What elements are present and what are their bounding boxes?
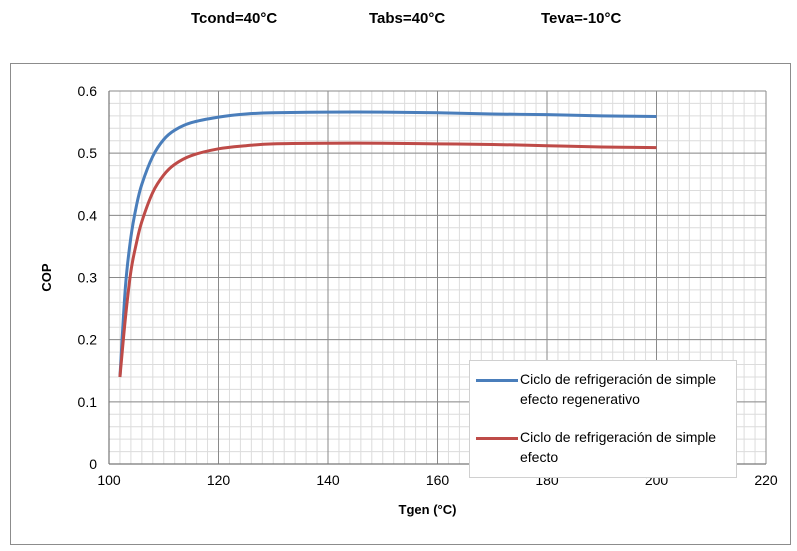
y-tick-label: 0.3 bbox=[78, 270, 98, 286]
legend-label-regenerativo: Ciclo de refrigeración de simple efecto … bbox=[520, 371, 717, 407]
y-tick-label: 0.6 bbox=[78, 83, 98, 99]
x-tick-label: 160 bbox=[426, 472, 450, 488]
legend-swatch-simple bbox=[476, 437, 518, 440]
y-tick-label: 0.2 bbox=[78, 332, 98, 348]
y-axis-title: COP bbox=[39, 263, 54, 292]
legend-swatch-regenerativo bbox=[476, 379, 518, 382]
y-tick-label: 0.5 bbox=[78, 145, 98, 161]
header-teva: Teva=-10°C bbox=[541, 10, 622, 27]
chart-area: 100 120 140 160 180 200 220 0 0.1 0.2 0.3 0.4 0.5 0.6… bbox=[10, 63, 791, 545]
series-line-simple bbox=[118, 141, 657, 378]
x-tick-label: 140 bbox=[316, 472, 340, 488]
header-tabs: Tabs=40°C bbox=[369, 10, 446, 27]
x-tick-label: 120 bbox=[207, 472, 231, 488]
x-tick-label: 220 bbox=[754, 472, 778, 488]
series-layer bbox=[118, 110, 657, 378]
y-tick-label: 0 bbox=[89, 456, 97, 472]
chart-legend: Ciclo de refrigeración de simple efecto … bbox=[469, 360, 737, 478]
legend-item-regenerativo: Ciclo de refrigeración de simple efecto … bbox=[476, 369, 735, 409]
header-tcond: Tcond=40°C bbox=[191, 10, 278, 27]
legend-label-simple: Ciclo de refrigeración de simple efecto bbox=[520, 429, 717, 465]
x-axis-title: Tgen (°C) bbox=[399, 502, 457, 517]
x-tick-label: 100 bbox=[97, 472, 121, 488]
series-line-regenerativo bbox=[118, 110, 657, 378]
legend-item-simple: Ciclo de refrigeración de simple efecto bbox=[476, 427, 735, 467]
y-tick-label: 0.4 bbox=[78, 207, 98, 223]
y-tick-label: 0.1 bbox=[78, 394, 98, 410]
